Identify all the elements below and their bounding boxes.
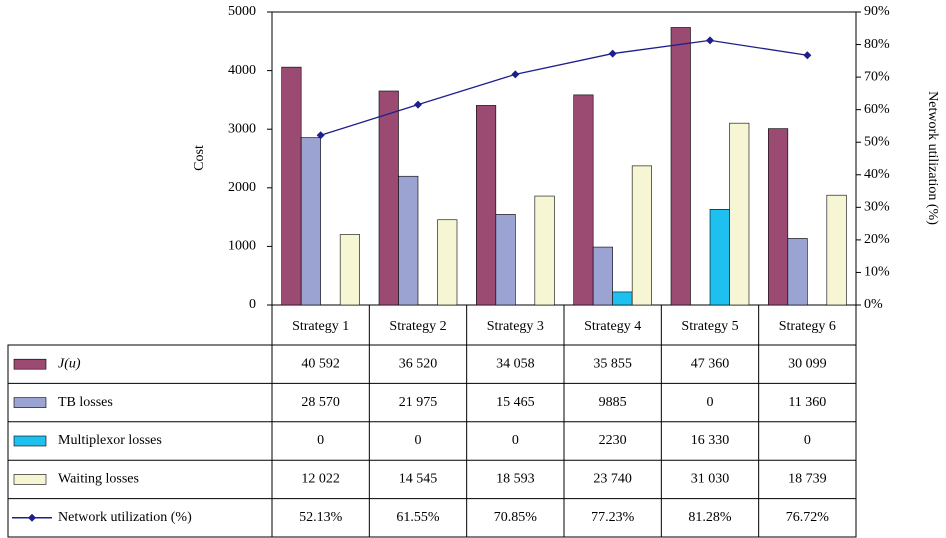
legend-swatch [13,435,47,447]
y-tick-label: 5000 [228,4,256,19]
table-cell: 12 022 [301,472,340,487]
x-tick-label: Strategy 6 [779,319,836,334]
y2-axis-title: Network utilization (%) [925,91,940,225]
table-cell: 23 740 [593,472,632,487]
legend-label: Network utilization (%) [58,510,192,525]
y-tick-label: 0 [249,297,256,312]
table-cell: 36 520 [399,356,438,371]
x-tick-label: Strategy 1 [292,319,349,334]
line-marker [414,100,422,109]
legend-label: Multiplexor losses [58,433,162,448]
bar [437,219,458,306]
y2-tick-label: 80% [864,37,890,52]
table-cell: 15 465 [496,395,535,410]
table-cell: 61.55% [396,510,440,525]
y-tick-label: 1000 [228,239,256,254]
y2-tick-label: 60% [864,102,890,117]
y2-tick-label: 0% [864,297,883,312]
table-cell: 31 030 [691,472,730,487]
bar [281,66,302,306]
bar [670,27,691,306]
x-tick-label: Strategy 4 [584,319,641,334]
y-axis-title: Cost [192,145,207,171]
bar [631,165,652,306]
table-cell: 2230 [599,433,627,448]
bar [495,214,516,306]
table-cell: 0 [707,395,714,410]
y-tick-label: 2000 [228,180,256,195]
bar [787,238,808,306]
table-cell: 70.85% [494,510,538,525]
table-cell: 81.28% [688,510,732,525]
line-marker [803,51,812,60]
bar [300,137,321,306]
table-cell: 52.13% [299,510,343,525]
table-cell: 30 099 [788,356,827,371]
legend-swatch [13,358,47,370]
table-cell: 47 360 [691,356,730,371]
y2-tick-label: 40% [864,167,890,182]
table-cell: 34 058 [496,356,535,371]
line-marker [608,49,617,58]
table-cell: 0 [512,433,519,448]
table-cell: 0 [804,433,811,448]
table-cell: 14 545 [399,472,438,487]
bar [573,94,594,306]
y2-tick-label: 70% [864,69,890,84]
y2-tick-label: 90% [864,4,890,19]
table-cell: 0 [317,433,324,448]
y-tick-label: 3000 [228,121,256,136]
y2-tick-label: 10% [864,265,890,280]
bar [709,209,730,306]
bar [592,246,613,306]
table-cell: 35 855 [593,356,632,371]
bar [826,194,847,306]
x-tick-label: Strategy 3 [487,319,544,334]
legend-marker [28,513,36,522]
legend-label: Waiting losses [58,472,139,487]
bar [476,105,497,306]
bar [378,90,399,306]
table-cell: 28 570 [301,395,340,410]
bar [729,122,750,306]
x-tick-label: Strategy 2 [389,319,446,334]
legend-swatch [13,397,47,408]
x-tick-label: Strategy 5 [681,319,738,334]
bar [534,195,555,306]
line-marker [316,131,325,140]
table-cell: 21 975 [399,395,438,410]
legend-label: TB losses [58,395,113,410]
legend-label: J(u) [58,356,81,371]
bar [339,234,360,306]
bar [768,128,789,306]
y2-tick-label: 30% [864,200,890,215]
table-cell: 77.23% [591,510,635,525]
table-cell: 16 330 [691,433,730,448]
table-cell: 11 360 [788,395,826,410]
line-marker [511,70,520,79]
table-cell: 9885 [599,395,627,410]
y-tick-label: 4000 [228,63,256,78]
table-cell: 0 [415,433,422,448]
table-cell: 18 739 [788,472,827,487]
table-cell: 18 593 [496,472,535,487]
line [320,39,808,136]
y2-tick-label: 20% [864,232,890,247]
legend-swatch [13,474,47,485]
y2-tick-label: 50% [864,134,890,149]
bar [612,291,633,306]
bar [398,175,419,306]
line-marker [706,36,714,45]
table-cell: 40 592 [301,356,340,371]
table-cell: 76.72% [786,510,830,525]
